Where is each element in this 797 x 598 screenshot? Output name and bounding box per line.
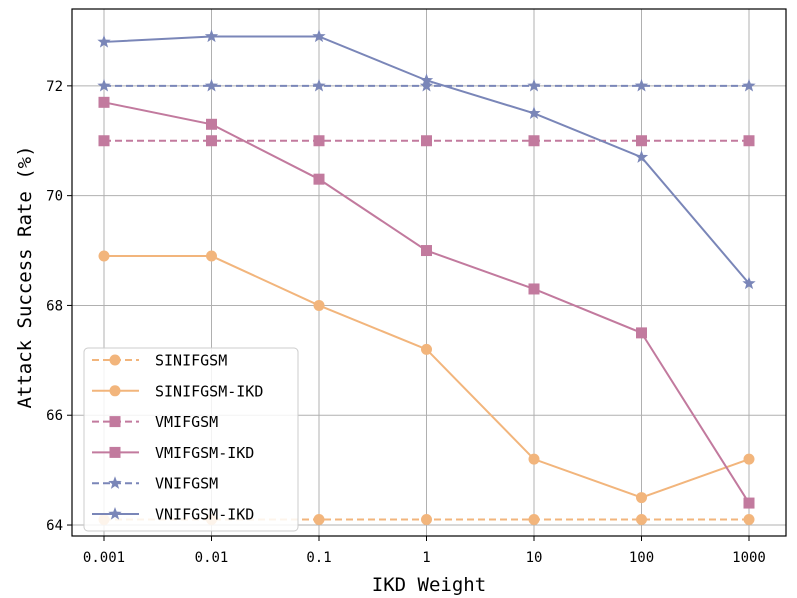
x-tick-label: 1 [422, 550, 430, 566]
x-tick-label: 0.001 [83, 550, 125, 566]
legend-label: VNIFGSM [155, 475, 218, 493]
data-point-sinifgsm-ikd [528, 453, 540, 465]
data-point-sinifgsm [313, 514, 325, 526]
data-point-vmifgsm [743, 135, 755, 147]
series-vmifgsm [98, 135, 755, 147]
data-point-vnifgsm-ikd [742, 276, 756, 290]
x-tick-label: 100 [629, 550, 654, 566]
legend-marker [109, 416, 121, 428]
data-point-sinifgsm-ikd [313, 299, 325, 311]
data-point-vnifgsm [312, 78, 326, 92]
legend-marker [108, 476, 122, 489]
x-tick-label: 0.1 [306, 550, 331, 566]
x-tick-label: 10 [526, 550, 543, 566]
legend-marker [108, 507, 122, 520]
legend-label: SINIFGSM-IKD [155, 382, 263, 400]
data-point-vnifgsm [634, 78, 649, 92]
data-point-sinifgsm-ikd [421, 343, 432, 355]
data-point-vnifgsm-ikd [312, 29, 326, 43]
legend-entry-vmifgsm: VMIFGSM [92, 413, 218, 431]
data-point-vnifgsm [527, 78, 541, 92]
series-sinifgsm-ikd [98, 250, 755, 504]
data-point-vmifgsm [636, 135, 647, 147]
data-point-sinifgsm [528, 514, 540, 526]
data-point-vmifgsm [421, 135, 432, 147]
x-ticks: 0.001 0.01 0.1 1 10 100 1000 [83, 536, 766, 566]
x-tick-label: 0.01 [195, 550, 229, 566]
legend: SINIFGSM SINIFGSM-IKD VMIFGSM VMIFGSM-IKD VN… [83, 347, 299, 532]
y-tick-label: 72 [46, 79, 63, 95]
data-point-vmifgsm-ikd [636, 327, 647, 339]
data-point-vnifgsm [742, 78, 756, 92]
y-tick-label: 64 [46, 518, 63, 534]
series-vnifgsm [97, 78, 756, 92]
data-point-vnifgsm-ikd [204, 29, 219, 43]
data-point-sinifgsm-ikd [206, 250, 217, 262]
data-point-vnifgsm-ikd [634, 150, 649, 163]
data-point-vnifgsm-ikd [97, 34, 111, 48]
y-axis-label: Attack Success Rate (%) [14, 145, 36, 408]
data-point-vmifgsm-ikd [206, 118, 217, 130]
y-tick-label: 70 [46, 189, 63, 205]
y-tick-label: 66 [46, 408, 63, 424]
data-point-vnifgsm-ikd [527, 106, 541, 119]
legend-entry-vnifgsm: VNIFGSM [92, 475, 218, 493]
y-tick-label: 68 [46, 298, 63, 314]
data-point-sinifgsm [743, 514, 755, 526]
legend-entry-sinifgsm: SINIFGSM [92, 352, 227, 370]
data-point-sinifgsm-ikd [743, 453, 755, 465]
legend-entry-vnifgsm-ikd: VNIFGSM-IKD [92, 506, 254, 524]
x-axis-label: IKD Weight [372, 574, 486, 596]
data-point-sinifgsm-ikd [98, 250, 110, 262]
plot-frame [71, 8, 787, 537]
data-point-vmifgsm [528, 135, 540, 147]
legend-box [83, 347, 299, 532]
data-point-vmifgsm [206, 135, 217, 147]
data-point-vmifgsm-ikd [313, 173, 325, 185]
series-vmifgsm-ikd [98, 96, 755, 509]
legend-label: SINIFGSM [155, 352, 227, 370]
legend-marker [109, 385, 121, 397]
data-point-vmifgsm [313, 135, 325, 147]
data-point-vmifgsm-ikd [528, 283, 540, 295]
legend-marker [109, 354, 121, 366]
data-point-vmifgsm [98, 135, 110, 147]
legend-entry-sinifgsm-ikd: SINIFGSM-IKD [92, 382, 263, 400]
legend-label: VMIFGSM [155, 413, 218, 431]
legend-label: VNIFGSM-IKD [155, 506, 254, 524]
data-point-vmifgsm-ikd [743, 497, 755, 509]
data-point-vnifgsm [204, 78, 219, 92]
data-point-vnifgsm-ikd [419, 73, 434, 87]
data-point-vmifgsm-ikd [421, 245, 432, 257]
data-point-vnifgsm [97, 78, 111, 92]
legend-entry-vmifgsm-ikd: VMIFGSM-IKD [92, 444, 254, 462]
data-point-vnifgsm [419, 78, 434, 92]
x-tick-label: 1000 [732, 550, 766, 566]
legend-label: VMIFGSM-IKD [155, 444, 254, 462]
legend-marker [109, 446, 121, 458]
series-vnifgsm-ikd [97, 29, 756, 290]
data-point-sinifgsm-ikd [636, 492, 647, 504]
data-point-sinifgsm [421, 514, 432, 526]
series-layer [97, 29, 756, 526]
data-point-sinifgsm [636, 514, 647, 526]
y-ticks: 64 66 68 70 72 [46, 79, 72, 534]
data-point-vmifgsm-ikd [98, 96, 110, 108]
